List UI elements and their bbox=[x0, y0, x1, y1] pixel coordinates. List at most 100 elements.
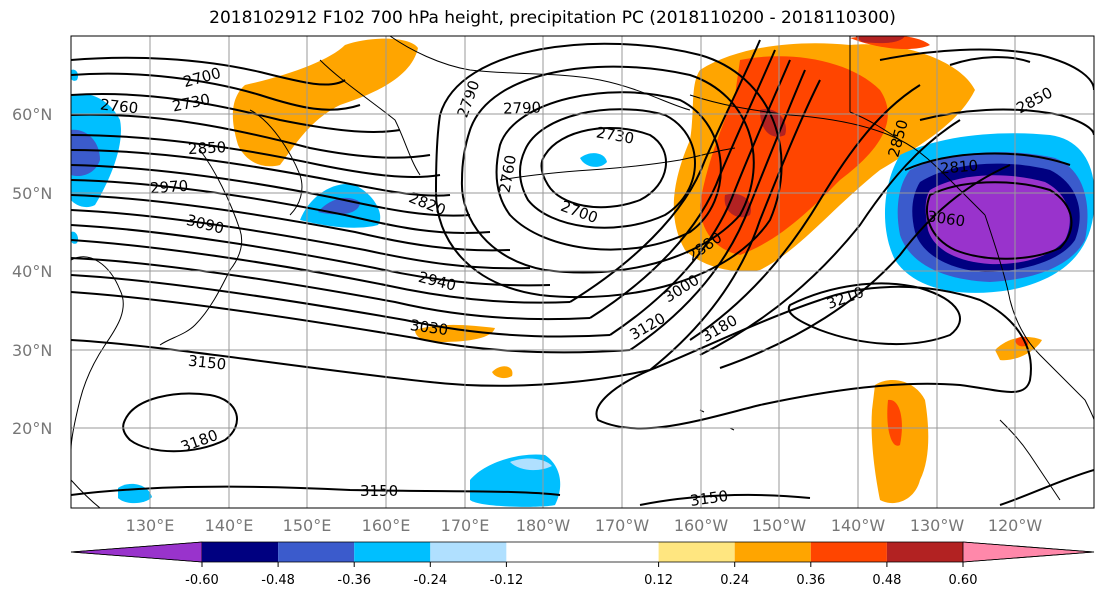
contour-label: 3150 bbox=[360, 482, 398, 500]
lon-label: 140°W bbox=[831, 516, 886, 535]
contour-label: 3150 bbox=[689, 487, 729, 510]
colorbar: -0.60 -0.48 -0.36 -0.24 -0.12 0.12 0.24 0.36 0.4… bbox=[70, 541, 1095, 588]
contour-2970-e bbox=[629, 69, 806, 351]
precip-darkred-top bbox=[855, 36, 905, 44]
contour-2970-w bbox=[71, 209, 531, 270]
contour-label: 2790 bbox=[503, 98, 542, 117]
contour-2760-w bbox=[71, 93, 401, 133]
lon-label: 180°W bbox=[516, 516, 571, 535]
colorbar-segment bbox=[354, 542, 431, 562]
contour-2730-w bbox=[71, 72, 361, 111]
coast-nw-america bbox=[984, 214, 1094, 421]
contour-2760-low bbox=[495, 91, 722, 251]
coast-baja bbox=[999, 419, 1061, 501]
colorbar-tick-label: -0.24 bbox=[413, 573, 447, 588]
contour-2850-w bbox=[71, 149, 451, 197]
precip-orange-subtropic bbox=[415, 324, 495, 342]
colorbar-segment bbox=[810, 542, 887, 562]
contour-label: 2810 bbox=[939, 156, 979, 177]
colorbar-tick-label: -0.60 bbox=[185, 573, 219, 588]
lat-label: 40°N bbox=[12, 262, 52, 281]
contour-3060-low bbox=[926, 181, 1073, 260]
lon-label: 160°W bbox=[674, 516, 729, 535]
precip-lightblue-south bbox=[510, 458, 552, 471]
contour-2880-e bbox=[569, 39, 761, 303]
contour-3180-high bbox=[595, 285, 1032, 430]
contour-2850-ne2 bbox=[949, 56, 1031, 66]
colorbar-tick-label: -0.36 bbox=[337, 573, 371, 588]
lon-label: 130°E bbox=[126, 516, 175, 535]
map-title: 2018102912 F102 700 hPa height, precipit… bbox=[209, 8, 896, 28]
colorbar-segment bbox=[506, 542, 583, 562]
contour-2790-w bbox=[71, 113, 431, 159]
contour-3150-se bbox=[639, 493, 811, 506]
contour-2910-ne bbox=[904, 152, 1071, 171]
contour-2700-w bbox=[71, 56, 346, 86]
precip-purple-nw-america bbox=[925, 175, 1070, 265]
lat-label: 20°N bbox=[12, 419, 52, 438]
contour-label: 2850 bbox=[188, 138, 227, 158]
coast-japan bbox=[159, 149, 243, 346]
contour-label: 2760 bbox=[99, 95, 139, 117]
lon-label: 150°E bbox=[283, 516, 332, 535]
lon-label: 130°W bbox=[910, 516, 965, 535]
colorbar-segment bbox=[202, 542, 279, 562]
colorbar-ticks: -0.60 -0.48 -0.36 -0.24 -0.12 0.12 0.24 0.36 0.4… bbox=[185, 562, 977, 588]
lat-label: 60°N bbox=[12, 105, 52, 124]
contour-3180-w-high bbox=[122, 392, 238, 453]
height-contours bbox=[71, 39, 1094, 506]
lon-label: 140°E bbox=[205, 516, 254, 535]
contour-3120-e bbox=[699, 119, 961, 356]
contour-2730-low bbox=[519, 108, 696, 229]
contour-label: 3060 bbox=[926, 207, 966, 230]
contour-2820-low bbox=[434, 42, 783, 299]
contour-2910-w bbox=[71, 179, 491, 235]
contour-3090-w bbox=[71, 274, 611, 338]
contour-3150-s bbox=[71, 485, 561, 496]
contour-3060-w bbox=[71, 257, 591, 321]
lon-label: 160°E bbox=[362, 516, 411, 535]
coast-alaska-siberia bbox=[389, 36, 691, 111]
colorbar-tick-label: 0.48 bbox=[872, 573, 901, 588]
contour-3150-w bbox=[71, 339, 651, 387]
lat-label: 50°N bbox=[12, 184, 52, 203]
contour-2880-w bbox=[71, 164, 471, 217]
lon-label: 170°W bbox=[595, 516, 650, 535]
precip-orange-california bbox=[995, 337, 1042, 361]
colorbar-extend-high bbox=[962, 541, 1095, 563]
gridlines bbox=[71, 36, 1094, 508]
precip-orange-japan bbox=[232, 38, 418, 167]
contour-3000-e bbox=[649, 79, 821, 371]
colorbar-segment bbox=[582, 542, 659, 562]
lon-label: 120°W bbox=[988, 516, 1043, 535]
contour-2700-low bbox=[540, 126, 667, 209]
contour-label: 2970 bbox=[149, 177, 188, 198]
precip-cyan-aleutian bbox=[580, 153, 607, 167]
lon-label: 170°E bbox=[441, 516, 490, 535]
colorbar-tick-label: 0.24 bbox=[720, 573, 749, 588]
colorbar-tick-label: 0.60 bbox=[949, 573, 978, 588]
colorbar-segment bbox=[430, 542, 507, 562]
colorbar-segment bbox=[734, 542, 811, 562]
colorbar-tick-label: 0.12 bbox=[644, 573, 673, 588]
coast-kamchatka bbox=[319, 59, 421, 176]
colorbar-segment bbox=[658, 542, 735, 562]
contour-2910-e bbox=[589, 49, 776, 319]
colorbar-tick-label: -0.12 bbox=[490, 573, 524, 588]
contour-2790-low bbox=[460, 65, 755, 274]
contour-label: 3150 bbox=[187, 352, 227, 374]
latitude-labels: 60°N 50°N 40°N 30°N 20°N bbox=[12, 105, 52, 438]
colorbar-tick-label: 0.36 bbox=[796, 573, 825, 588]
colorbar-segments bbox=[70, 541, 1095, 563]
colorbar-extend-low bbox=[70, 541, 203, 563]
contour-label: 3030 bbox=[409, 316, 449, 339]
colorbar-segment bbox=[886, 542, 963, 562]
contour-3180-e bbox=[719, 164, 1011, 369]
lon-label: 150°W bbox=[752, 516, 807, 535]
contour-3030-w bbox=[71, 239, 571, 304]
colorbar-tick-label: -0.48 bbox=[261, 573, 295, 588]
lat-label: 30°N bbox=[12, 341, 52, 360]
contour-3210-high bbox=[787, 282, 961, 346]
contour-2850-ne bbox=[879, 48, 1094, 91]
